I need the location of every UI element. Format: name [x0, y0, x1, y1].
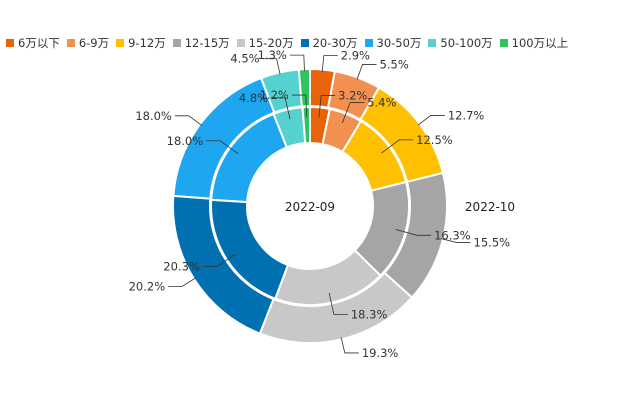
outer-ring-slice[interactable]: [297, 67, 311, 108]
outer-ring-data-label: 5.5%: [380, 57, 409, 71]
inner-ring-data-label: 12.5%: [416, 133, 453, 147]
leader-line: [356, 64, 377, 80]
leader-line: [262, 58, 281, 75]
legend-item[interactable]: 6万以下: [6, 35, 60, 51]
outer-ring-data-label: 4.5%: [230, 52, 259, 66]
legend-item[interactable]: 100万以上: [499, 35, 569, 51]
legend-label: 50-100万: [440, 36, 493, 50]
leader-line: [340, 337, 359, 354]
outer-ring-data-label: 18.0%: [135, 109, 172, 123]
outer-ring-data-label: 1.3%: [258, 48, 287, 62]
leader-line: [271, 97, 291, 120]
leader-line: [440, 238, 471, 243]
leader-line: [381, 139, 414, 154]
inner-ring-slice[interactable]: [301, 105, 311, 145]
leader-line: [328, 292, 348, 315]
leader-line: [291, 94, 308, 118]
inner-ring-data-label: 1.2%: [260, 88, 289, 102]
legend-item[interactable]: 9-12万: [116, 35, 166, 51]
inner-ring-data-label: 20.3%: [163, 259, 200, 273]
inner-ring-data-label: 3.2%: [338, 89, 367, 103]
inner-ring-data-label: 4.8%: [239, 91, 268, 105]
legend-label: 100万以上: [511, 36, 569, 50]
outer-ring-data-label: 20.2%: [129, 279, 166, 293]
legend-swatch: [66, 39, 75, 47]
outer-ring-data-label: 2.9%: [341, 49, 370, 63]
legend-swatch: [6, 39, 14, 47]
chart-legend: 6万以下 6-9万 9-12万 12-15万 15-20万 20-30万 30-50万 50-…: [6, 35, 575, 51]
outer-ring-data-label: 19.3%: [362, 346, 399, 360]
legend-label: 30-50万: [376, 36, 422, 50]
inner-ring-data-label: 18.3%: [351, 307, 388, 321]
leader-line: [417, 115, 445, 126]
legend-label: 6万以下: [18, 36, 60, 50]
legend-swatch: [499, 39, 508, 47]
legend-item[interactable]: 12-15万: [172, 35, 230, 51]
legend-item[interactable]: 6-9万: [66, 35, 110, 51]
outer-ring-data-label: 15.5%: [474, 235, 511, 249]
legend-label: 20-30万: [312, 36, 358, 50]
leader-line: [168, 277, 196, 287]
leader-line: [202, 254, 236, 267]
legend-swatch: [172, 39, 181, 47]
legend-swatch: [428, 39, 437, 47]
leader-line: [206, 140, 239, 155]
legend-swatch: [116, 39, 125, 47]
leader-line: [341, 102, 365, 124]
legend-swatch: [364, 39, 373, 47]
legend-item[interactable]: 15-20万: [236, 35, 294, 51]
outer-ring-data-label: 12.7%: [448, 108, 485, 122]
legend-label: 15-20万: [248, 36, 294, 50]
legend-label: 6-9万: [78, 36, 110, 50]
legend-item[interactable]: 30-50万: [364, 35, 422, 51]
leader-line: [174, 115, 202, 126]
inner-ring-data-label: 5.4%: [367, 96, 396, 110]
leader-line: [395, 229, 432, 236]
inner-ring-data-label: 18.0%: [167, 134, 204, 148]
legend-label: 9-12万: [128, 36, 166, 50]
legend-swatch: [236, 39, 245, 47]
legend-item[interactable]: 20-30万: [300, 35, 358, 51]
legend-item[interactable]: 50-100万: [428, 35, 493, 51]
leader-line: [321, 55, 338, 72]
inner-ring-data-label: 16.3%: [434, 228, 471, 242]
leader-line: [318, 95, 336, 118]
legend-label: 12-15万: [184, 36, 230, 50]
inner-ring-name: 2022-09: [285, 200, 335, 214]
outer-ring-name: 2022-10: [465, 200, 515, 214]
leader-line: [289, 54, 305, 72]
legend-swatch: [300, 39, 309, 47]
